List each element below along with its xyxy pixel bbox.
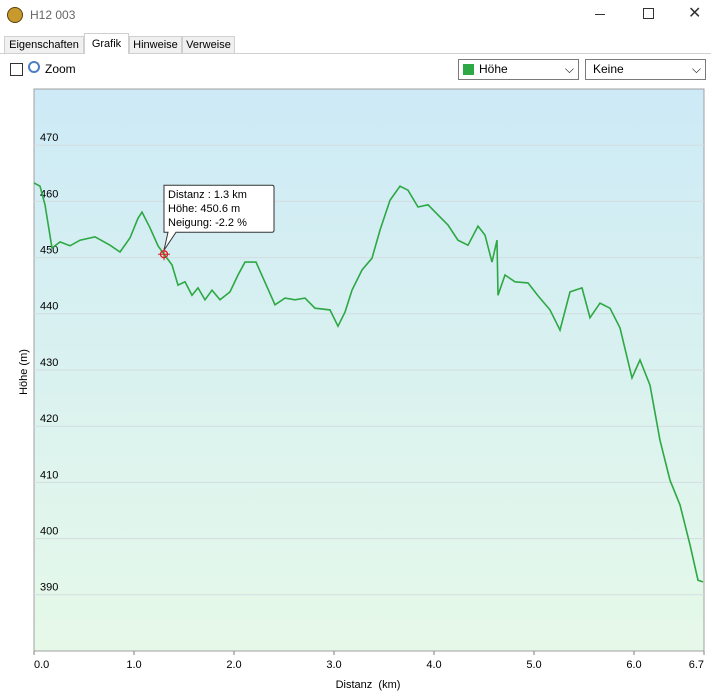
y-tick-label: 450 xyxy=(40,245,58,257)
close-button[interactable]: ✕ xyxy=(688,5,702,22)
app-icon xyxy=(7,7,23,23)
elevation-line xyxy=(33,182,704,583)
x-tick-label: 6.7 xyxy=(689,659,704,671)
tooltip-text: Neigung: -2.2 % xyxy=(168,217,247,229)
tab[interactable]: Hinweise xyxy=(129,36,182,53)
x-tick-label: 6.0 xyxy=(626,659,641,671)
tooltip-text: Distanz : 1.3 km xyxy=(168,189,247,201)
dropdown-arrow: ⌵ xyxy=(564,62,574,76)
tab[interactable]: Eigenschaften xyxy=(4,36,84,53)
x-tick-label: 2.0 xyxy=(226,659,241,671)
series-name: Höhe xyxy=(479,62,508,76)
zoom-icon xyxy=(28,61,40,73)
y-tick-label: 470 xyxy=(40,132,58,144)
tooltip-text: Höhe: 450.6 m xyxy=(168,203,240,215)
y-tick-label: 400 xyxy=(40,526,58,538)
tab[interactable]: Verweise xyxy=(182,36,235,53)
y-axis-label: Höhe (m) xyxy=(18,349,30,395)
window-title: H12 003 xyxy=(30,8,76,22)
maximize-button[interactable] xyxy=(643,8,654,19)
x-tick-label: 4.0 xyxy=(426,659,441,671)
tooltip-box xyxy=(163,184,275,251)
cursor-cross xyxy=(158,248,170,261)
series-swatch xyxy=(463,64,474,75)
tab-selected[interactable]: Grafik xyxy=(84,33,129,54)
secondary-dropdown[interactable]: Keine ⌵ xyxy=(585,59,706,80)
dropdown-arrow: ⌵ xyxy=(691,62,701,76)
y-tick-label: 390 xyxy=(40,582,58,594)
tab-line xyxy=(0,53,711,54)
title-bar: H12 003 ✕ xyxy=(0,0,711,30)
series-dropdown[interactable]: Höhe ⌵ xyxy=(458,59,579,80)
y-tick-label: 460 xyxy=(40,188,58,200)
secondary-value: Keine xyxy=(593,62,624,76)
zoom-label[interactable]: Zoom xyxy=(45,62,76,76)
y-tick-label: 420 xyxy=(40,413,58,425)
zoom-checkbox[interactable] xyxy=(10,63,23,76)
y-tick-label: 440 xyxy=(40,301,58,313)
x-tick-label: 0.0 xyxy=(34,659,49,671)
x-axis-label: Distanz (km) xyxy=(336,679,401,691)
minimize-button[interactable] xyxy=(595,14,605,15)
x-tick-label: 1.0 xyxy=(126,659,141,671)
y-tick-label: 430 xyxy=(40,357,58,369)
x-tick-label: 5.0 xyxy=(526,659,541,671)
y-tick-label: 410 xyxy=(40,469,58,481)
x-tick-label: 3.0 xyxy=(326,659,341,671)
